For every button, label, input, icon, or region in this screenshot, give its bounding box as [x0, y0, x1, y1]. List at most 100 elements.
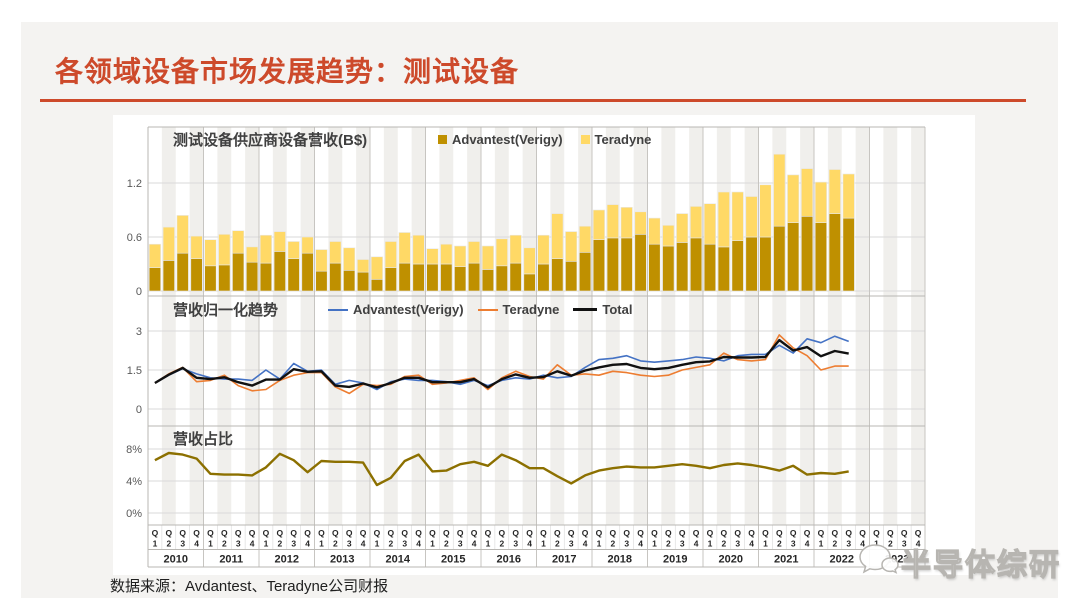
bar-advantest: [495, 265, 508, 292]
bar-advantest: [398, 262, 411, 292]
total-line-swatch-icon: [573, 308, 598, 311]
quarter-label: 2: [333, 539, 338, 549]
page-title: 各领域设备市场发展趋势：测试设备: [55, 56, 520, 87]
bar-teradyne: [690, 206, 703, 239]
bar-teradyne: [259, 234, 272, 264]
bar-advantest: [509, 262, 522, 292]
bar-advantest: [301, 252, 314, 292]
y-axis-label: 1.2: [127, 178, 142, 190]
quarter-label: 4: [250, 539, 255, 549]
quarter-label: Q: [415, 528, 422, 538]
quarter-label: Q: [152, 528, 159, 538]
chat-bubble-icon: [857, 541, 899, 584]
bar-teradyne: [176, 215, 189, 254]
quarter-label: Q: [582, 528, 589, 538]
quarter-label: Q: [693, 528, 700, 538]
bar-teradyne: [842, 173, 855, 219]
quarter-label: 1: [208, 539, 213, 549]
quarter-label: 3: [846, 539, 851, 549]
normalized-lines: [154, 334, 849, 395]
bar-advantest: [787, 222, 800, 292]
bar-teradyne: [787, 174, 800, 223]
bar-advantest: [370, 279, 383, 292]
bar-teradyne: [329, 241, 342, 264]
bar-advantest: [814, 222, 827, 292]
legend-item-teradyne-line: Teradyne: [477, 302, 559, 317]
year-label: 2015: [441, 554, 465, 566]
quarter-label: 3: [569, 539, 574, 549]
bar-advantest: [703, 243, 716, 292]
bar-teradyne: [343, 247, 356, 271]
quarter-label: Q: [179, 528, 186, 538]
bar-teradyne: [648, 217, 661, 245]
quarter-label: 3: [513, 539, 518, 549]
year-label: 2012: [275, 554, 299, 566]
quarter-label: 4: [194, 539, 199, 549]
bar-advantest: [828, 213, 841, 292]
quarter-label: 2: [832, 539, 837, 549]
bar-advantest: [204, 265, 217, 292]
bar-teradyne: [190, 235, 203, 259]
legend-label: Advantest(Verigy): [353, 302, 464, 317]
normalized-chart-legend: Advantest(Verigy) Teradyne Total: [328, 302, 632, 317]
quarter-label: Q: [721, 528, 728, 538]
quarter-label: Q: [360, 528, 367, 538]
bar-advantest: [357, 271, 370, 292]
bar-advantest: [148, 267, 161, 292]
quarter-label: Q: [193, 528, 200, 538]
legend-label: Advantest(Verigy): [452, 132, 563, 147]
bar-advantest: [801, 216, 814, 292]
quarter-label: Q: [707, 528, 714, 538]
quarter-label: 4: [638, 539, 643, 549]
quarter-label: Q: [263, 528, 270, 538]
quarter-label: 1: [763, 539, 768, 549]
normalized-chart-title: 营收归一化趋势: [173, 302, 279, 319]
year-label: 2022: [830, 554, 854, 566]
quarter-label: 3: [180, 539, 185, 549]
quarter-label: Q: [887, 528, 894, 538]
quarter-label: Q: [346, 528, 353, 538]
y-axis-label: 3: [136, 326, 142, 338]
quarter-label: 1: [652, 539, 657, 549]
teradyne-line-swatch-icon: [477, 308, 498, 311]
bar-teradyne: [246, 246, 259, 263]
bar-teradyne: [481, 245, 494, 270]
legend-item-total-line: Total: [573, 302, 632, 317]
advantest-swatch-icon: [438, 135, 447, 144]
bar-teradyne: [218, 234, 231, 266]
quarter-label: 1: [597, 539, 602, 549]
quarter-label: 1: [319, 539, 324, 549]
quarter-label: 3: [902, 539, 907, 549]
quarter-label: 2: [277, 539, 282, 549]
quarter-label: 2: [166, 539, 171, 549]
quarter-label: Q: [485, 528, 492, 538]
quarter-label: 3: [791, 539, 796, 549]
quarter-label: Q: [235, 528, 242, 538]
y-axis-label: 0.6: [127, 232, 142, 244]
revenue-chart-title: 测试设备供应商设备营收(B$): [173, 132, 368, 149]
quarter-label: Q: [748, 528, 755, 538]
bar-teradyne: [454, 245, 467, 268]
line-total: [154, 338, 849, 389]
bar-advantest: [579, 252, 592, 292]
title-underline: [40, 99, 1026, 102]
quarter-label: 1: [153, 539, 158, 549]
bar-advantest: [329, 262, 342, 292]
bar-teradyne: [384, 241, 397, 268]
quarter-label: Q: [637, 528, 644, 538]
bar-teradyne: [204, 239, 217, 267]
quarter-label: 3: [624, 539, 629, 549]
bar-teradyne: [301, 236, 314, 254]
quarter-label: 1: [541, 539, 546, 549]
bar-advantest: [232, 252, 245, 292]
bar-teradyne: [412, 234, 425, 265]
quarter-label: Q: [207, 528, 214, 538]
bar-teradyne: [273, 231, 286, 252]
revenue-bars: [148, 153, 855, 292]
bar-advantest: [481, 269, 494, 292]
bar-advantest: [676, 242, 689, 292]
bar-advantest: [537, 263, 550, 292]
quarter-label: Q: [277, 528, 284, 538]
bar-advantest: [468, 262, 481, 292]
share-chart-title: 营收占比: [173, 431, 234, 448]
